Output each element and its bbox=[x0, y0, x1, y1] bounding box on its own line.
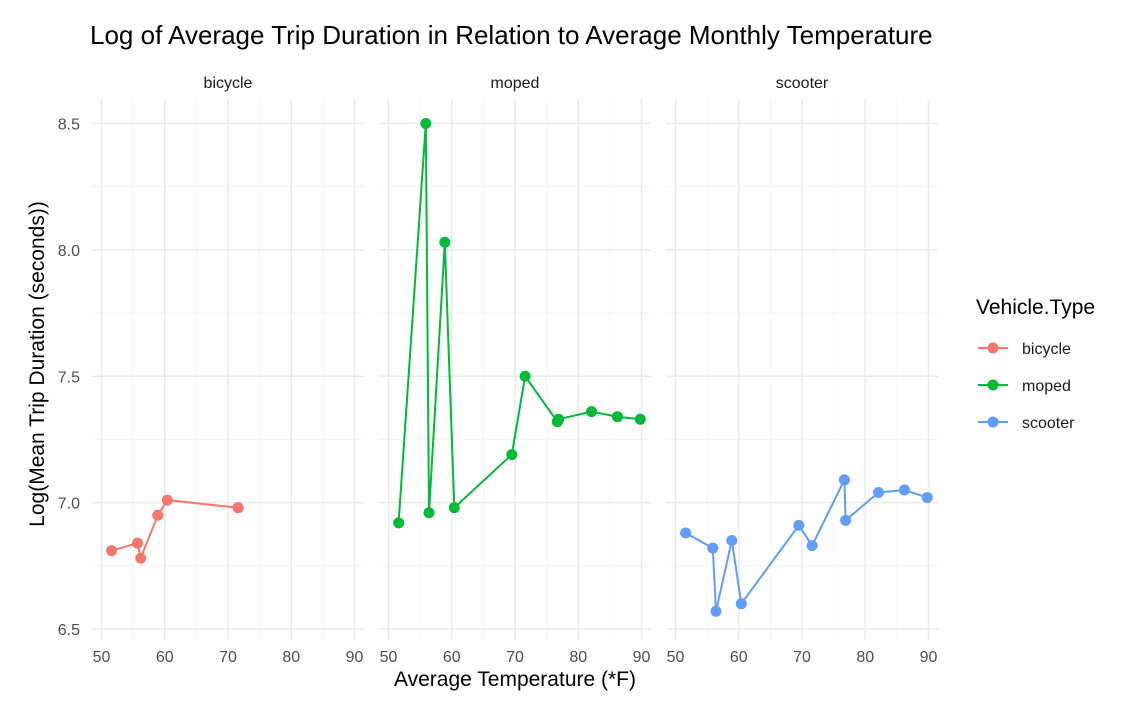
data-point-moped bbox=[611, 411, 623, 423]
legend-title: Vehicle.Type bbox=[976, 296, 1095, 319]
y-axis-title: Log(Mean Trip Duration (seconds)) bbox=[26, 201, 49, 527]
y-tick-label: 8.0 bbox=[58, 243, 80, 260]
y-tick-label: 8.5 bbox=[58, 117, 80, 134]
data-point-bicycle bbox=[161, 494, 173, 506]
facet-panel-bicycle: bicycle 50 60 70 80 90 bbox=[92, 75, 364, 666]
facet-panel-scooter: scooter 50 60 70 80 90 bbox=[666, 75, 938, 666]
data-point-moped bbox=[448, 502, 460, 514]
facet-label-bicycle: bicycle bbox=[204, 75, 253, 92]
data-point-moped bbox=[393, 517, 405, 529]
x-tick-label: 70 bbox=[506, 649, 524, 666]
data-point-scooter bbox=[838, 474, 850, 486]
x-tick-label: 80 bbox=[282, 649, 300, 666]
legend-key-point bbox=[987, 342, 999, 354]
facet-panels: bicycle 50 60 70 80 90 moped 50 60 70 80 90 scooter 5… bbox=[92, 75, 938, 666]
series-line-bicycle bbox=[111, 499, 239, 562]
data-point-moped bbox=[439, 236, 451, 248]
chart-title: Log of Average Trip Duration in Relation… bbox=[90, 20, 933, 50]
y-tick-label: 6.5 bbox=[58, 622, 80, 639]
data-point-moped bbox=[586, 406, 598, 418]
legend-item-bicycle: bicycle bbox=[978, 341, 1071, 358]
legend: Vehicle.Type bicycle moped scooter bbox=[976, 296, 1095, 432]
y-tick-label: 7.5 bbox=[58, 369, 80, 386]
data-point-scooter bbox=[707, 542, 719, 554]
facet-panel-moped: moped 50 60 70 80 90 bbox=[379, 75, 651, 666]
data-point-moped bbox=[634, 413, 646, 425]
data-point-scooter bbox=[726, 535, 738, 547]
data-point-moped bbox=[420, 118, 432, 129]
data-point-scooter bbox=[680, 527, 692, 539]
data-point-moped bbox=[553, 413, 565, 425]
legend-item-scooter: scooter bbox=[978, 415, 1075, 432]
y-axis: 6.5 7.0 7.5 8.0 8.5 bbox=[58, 117, 80, 640]
data-point-scooter bbox=[921, 492, 933, 504]
y-tick-label: 7.0 bbox=[58, 496, 80, 513]
series-line-scooter bbox=[685, 479, 928, 612]
x-tick-label: 60 bbox=[443, 649, 461, 666]
x-tick-label: 50 bbox=[667, 649, 685, 666]
data-point-scooter bbox=[710, 605, 722, 617]
x-tick-label: 60 bbox=[730, 649, 748, 666]
x-tick-label: 50 bbox=[93, 649, 111, 666]
data-point-scooter bbox=[873, 487, 885, 499]
data-point-scooter bbox=[898, 484, 910, 496]
x-tick-label: 60 bbox=[156, 649, 174, 666]
x-tick-label: 70 bbox=[793, 649, 811, 666]
x-axis-title: Average Temperature (*F) bbox=[394, 668, 636, 691]
x-tick-label: 50 bbox=[380, 649, 398, 666]
series-line-moped bbox=[397, 123, 641, 523]
x-tick-label: 80 bbox=[856, 649, 874, 666]
legend-item-moped: moped bbox=[978, 378, 1071, 395]
data-point-bicycle bbox=[132, 537, 144, 549]
data-point-bicycle bbox=[232, 502, 244, 514]
x-tick-label: 90 bbox=[920, 649, 938, 666]
data-point-scooter bbox=[793, 519, 805, 531]
legend-label: moped bbox=[1022, 378, 1071, 395]
data-point-moped bbox=[423, 507, 435, 519]
x-tick-label: 80 bbox=[569, 649, 587, 666]
facet-label-scooter: scooter bbox=[776, 75, 829, 92]
data-point-scooter bbox=[840, 514, 852, 526]
facet-label-moped: moped bbox=[491, 75, 540, 92]
data-point-bicycle bbox=[106, 545, 118, 557]
legend-label: scooter bbox=[1022, 415, 1075, 432]
data-point-moped bbox=[519, 370, 531, 382]
data-point-bicycle bbox=[152, 509, 164, 521]
data-point-bicycle bbox=[135, 552, 147, 564]
legend-key-point bbox=[987, 416, 999, 428]
data-point-scooter bbox=[735, 598, 747, 610]
x-tick-label: 90 bbox=[633, 649, 651, 666]
legend-label: bicycle bbox=[1022, 341, 1071, 358]
x-tick-label: 70 bbox=[219, 649, 237, 666]
data-point-moped bbox=[506, 449, 518, 461]
x-tick-label: 90 bbox=[346, 649, 364, 666]
data-point-scooter bbox=[806, 540, 818, 552]
legend-key-point bbox=[987, 379, 999, 391]
